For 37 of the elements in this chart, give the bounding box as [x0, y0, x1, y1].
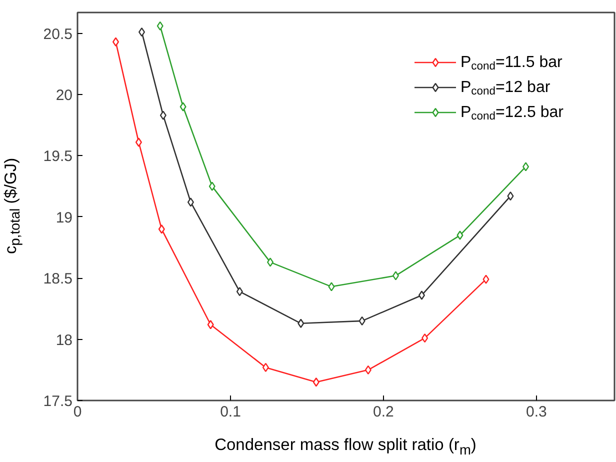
point — [158, 224, 165, 234]
point — [262, 362, 269, 372]
x-tick-label: 0.3 — [526, 404, 547, 420]
y-tick-label: 19.5 — [43, 148, 73, 166]
y-tick-label: 20.5 — [43, 26, 73, 43]
point — [156, 21, 164, 31]
point — [187, 198, 194, 207]
x-tick-label: 0 — [73, 404, 82, 420]
point — [312, 378, 320, 387]
point — [418, 290, 425, 300]
point — [208, 182, 216, 191]
point — [358, 316, 366, 326]
point — [298, 318, 304, 328]
y-tick-label: 18.5 — [43, 270, 73, 288]
point — [236, 286, 243, 296]
y-tick-label: 20 — [56, 87, 73, 104]
point — [180, 102, 186, 112]
y-tick-label: 19 — [56, 209, 73, 226]
point — [328, 282, 335, 292]
point — [364, 365, 372, 374]
point — [392, 271, 399, 280]
x-axis-title: Condenser mass flow split ratio (r$_{m}$) — [214, 435, 478, 460]
y-tick-label: 17.5 — [43, 393, 73, 410]
point — [507, 191, 514, 201]
point — [112, 37, 120, 46]
y-tick-label: 18 — [56, 332, 73, 349]
point — [135, 138, 142, 147]
x-tick-label: 0.2 — [373, 404, 394, 420]
x-tick-label: 0.1 — [220, 404, 241, 420]
point — [422, 333, 428, 343]
point — [522, 162, 530, 172]
point — [482, 274, 490, 284]
point — [207, 320, 214, 330]
point — [160, 110, 166, 120]
point — [267, 258, 274, 267]
point — [138, 27, 146, 37]
point — [456, 230, 464, 240]
